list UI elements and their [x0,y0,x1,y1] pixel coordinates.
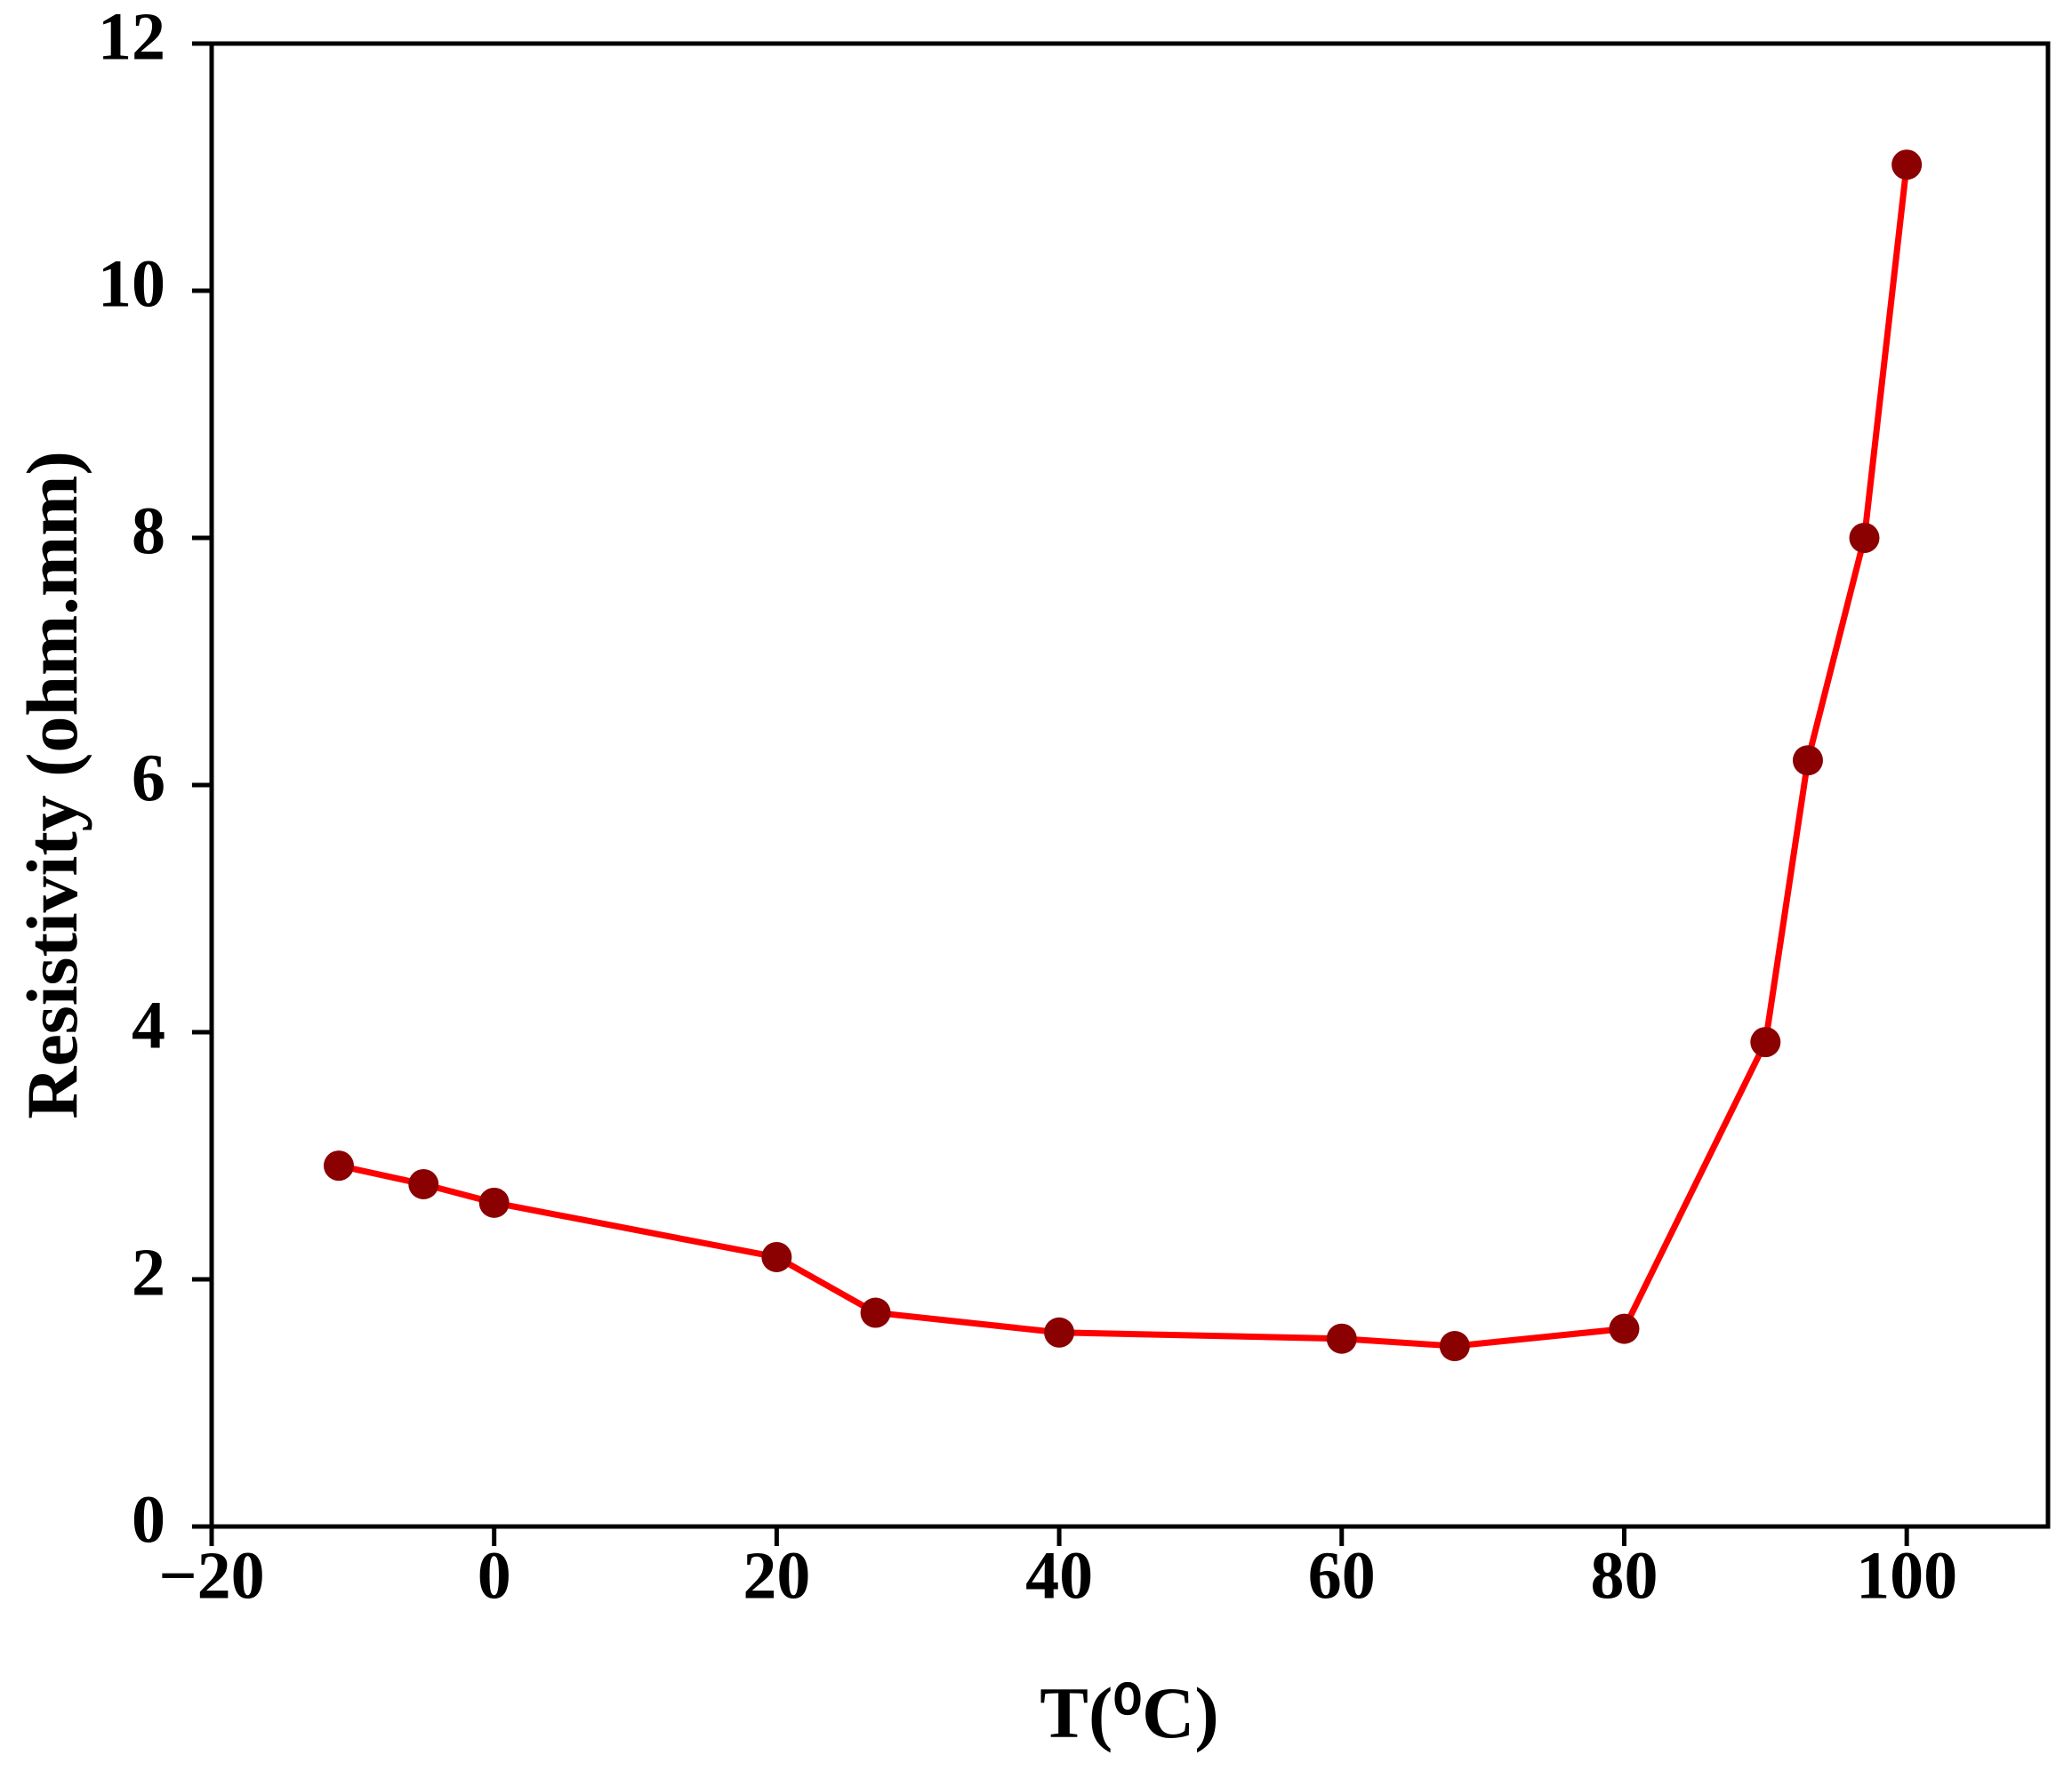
data-point [1609,1313,1640,1344]
data-line [338,164,1910,1350]
x-axis-label: T(⁰C) [1040,1672,1218,1753]
data-point [1792,745,1823,776]
data-point [323,1150,354,1182]
x-tick-label: 100 [1856,1538,1957,1613]
data-point [478,1187,510,1218]
x-tick-label: 80 [1590,1538,1658,1613]
y-tick-label: 8 [132,493,165,568]
x-tick-label: −20 [158,1538,264,1613]
y-tick-label: 12 [98,0,165,74]
data-point [1044,1317,1075,1348]
y-tick-label: 4 [132,988,165,1062]
data-point [408,1168,439,1199]
x-tick-label: 20 [743,1538,810,1613]
data-point [1891,149,1923,180]
data-point [1439,1331,1470,1362]
data-point [1326,1323,1357,1354]
x-tick-label: 0 [478,1538,511,1613]
data-point [1849,523,1880,553]
data-point [761,1241,792,1272]
y-axis-label: Resistivity (ohm.mm) [12,451,92,1119]
y-tick-label: 2 [132,1235,165,1310]
x-tick-label: 40 [1025,1538,1093,1613]
y-tick-label: 6 [132,741,165,815]
data-point [860,1297,891,1328]
y-tick-label: 10 [98,246,165,321]
x-tick-label: 60 [1308,1538,1376,1613]
data-point [1750,1027,1781,1058]
plot-frame [209,41,2051,1529]
y-tick-label: 0 [132,1482,165,1557]
